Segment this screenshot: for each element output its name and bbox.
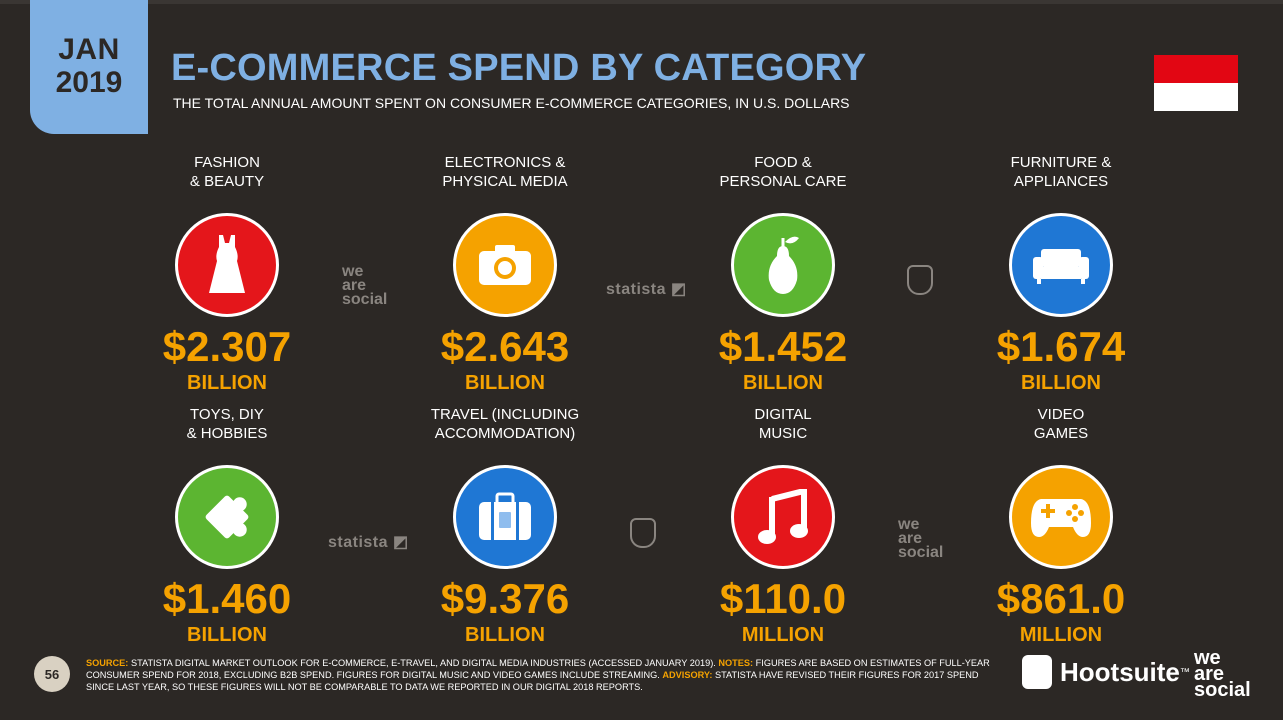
date-month: JAN	[58, 33, 120, 66]
music-note-icon	[731, 465, 835, 569]
category-unit: MILLION	[1019, 624, 1103, 646]
category-card-food: FOOD & PERSONAL CARE $1.452 BILLION	[673, 153, 893, 395]
category-card-travel: TRAVEL (INCLUDING ACCOMMODATION) $9.376 B…	[395, 405, 615, 647]
hootsuite-logo: Hootsuite ™	[1022, 655, 1190, 689]
statista-watermark: statista ◩	[328, 534, 409, 551]
category-card-fashion: FASHION & BEAUTY $2.307 BILLION	[117, 153, 337, 395]
puzzle-icon	[175, 465, 279, 569]
category-unit: BILLION	[465, 372, 545, 394]
page-title: E-COMMERCE SPEND BY CATEGORY	[171, 47, 867, 89]
owl-watermark-icon	[907, 265, 933, 295]
category-label: TOYS, DIY & HOBBIES	[186, 406, 268, 442]
indonesia-flag-icon	[1154, 55, 1238, 111]
category-card-toys: TOYS, DIY & HOBBIES $1.460 BILLION	[117, 405, 337, 647]
category-value: $2.643	[440, 323, 570, 370]
category-card-electronics: ELECTRONICS & PHYSICAL MEDIA $2.643 BILLI…	[395, 153, 615, 395]
dress-icon	[175, 213, 279, 317]
we-are-social-watermark: we are social	[342, 263, 388, 308]
category-label: FASHION & BEAUTY	[189, 154, 265, 190]
category-label: VIDEO GAMES	[1033, 406, 1089, 442]
hootsuite-owl-icon	[1022, 655, 1052, 689]
page-subtitle: THE TOTAL ANNUAL AMOUNT SPENT ON CONSUME…	[173, 95, 850, 111]
category-card-games: VIDEO GAMES $861.0 MILLION	[951, 405, 1171, 647]
owl-watermark-icon	[630, 518, 656, 548]
category-value: $1.452	[718, 323, 848, 370]
we-are-social-watermark: we are social	[898, 516, 944, 561]
date-year: 2019	[55, 66, 123, 99]
flag-white-stripe	[1154, 83, 1238, 111]
statista-watermark: statista ◩	[606, 281, 687, 298]
camera-icon	[453, 213, 557, 317]
category-unit: BILLION	[187, 372, 267, 394]
category-label: ELECTRONICS & PHYSICAL MEDIA	[442, 154, 568, 190]
category-value: $861.0	[996, 575, 1126, 622]
category-unit: BILLION	[465, 624, 545, 646]
category-value: $9.376	[440, 575, 570, 622]
category-value: $1.674	[996, 323, 1126, 370]
category-unit: BILLION	[743, 372, 823, 394]
page-number: 56	[34, 656, 70, 692]
suitcase-icon	[453, 465, 557, 569]
category-value: $2.307	[162, 323, 292, 370]
category-unit: BILLION	[187, 624, 267, 646]
flag-red-stripe	[1154, 55, 1238, 83]
category-unit: MILLION	[741, 624, 825, 646]
pear-icon	[731, 213, 835, 317]
category-card-music: DIGITAL MUSIC $110.0 MILLION	[673, 405, 893, 647]
category-card-furniture: FURNITURE & APPLIANCES $1.674 BILLION	[951, 153, 1171, 395]
category-label: FOOD & PERSONAL CARE	[719, 154, 847, 190]
we-are-social-logo: we are social	[1194, 647, 1251, 701]
category-unit: BILLION	[1021, 372, 1101, 394]
sofa-icon	[1009, 213, 1113, 317]
category-value: $1.460	[162, 575, 292, 622]
date-badge: JAN 2019	[30, 0, 148, 134]
category-label: FURNITURE & APPLIANCES	[1010, 154, 1112, 190]
category-value: $110.0	[719, 575, 847, 622]
category-label: TRAVEL (INCLUDING ACCOMMODATION)	[430, 406, 580, 442]
footer-notes: SOURCE: STATISTA DIGITAL MARKET OUTLOOK …	[86, 658, 990, 692]
category-label: DIGITAL MUSIC	[754, 406, 812, 442]
gamepad-icon	[1009, 465, 1113, 569]
top-border	[0, 0, 1283, 4]
